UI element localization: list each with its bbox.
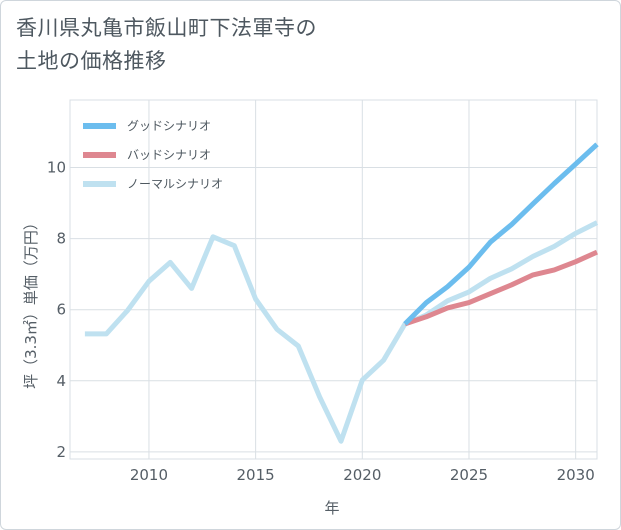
- x-axis-title: 年: [324, 499, 339, 517]
- x-tick-label: 2020: [343, 466, 381, 484]
- series-layer: [84, 142, 599, 444]
- x-tick-label: 2025: [450, 466, 488, 484]
- series-line-2: [404, 249, 599, 327]
- x-tick-label: 2030: [557, 466, 595, 484]
- chart-title-line-1: 香川県丸亀市飯山町下法軍寺の: [16, 16, 317, 40]
- y-tick-label: 4: [56, 372, 66, 390]
- x-tick-labels: 2010 2015 2020 2025 2030: [130, 466, 595, 484]
- y-tick-label: 10: [47, 159, 66, 177]
- grid-lines: [69, 99, 598, 460]
- y-tick-labels: 2 4 6 8 10: [47, 159, 66, 461]
- legend-label: ノーマルシナリオ: [127, 177, 223, 191]
- legend-label: グッドシナリオ: [127, 119, 211, 133]
- y-tick-label: 2: [56, 443, 66, 461]
- y-axis-title: 坪（3.3㎡）単価（万円）: [22, 215, 40, 389]
- x-tick-label: 2015: [237, 466, 275, 484]
- chart-title: 香川県丸亀市飯山町下法軍寺の 土地の価格推移: [16, 12, 436, 78]
- plot-area: [69, 99, 598, 460]
- legend-label: バッドシナリオ: [127, 148, 211, 162]
- chart-title-line-2: 土地の価格推移: [16, 49, 167, 73]
- y-tick-label: 6: [56, 301, 66, 319]
- y-tick-label: 8: [56, 230, 66, 248]
- series-line-1: [403, 142, 599, 326]
- x-tick-label: 2010: [130, 466, 168, 484]
- series-line-3: [84, 220, 599, 444]
